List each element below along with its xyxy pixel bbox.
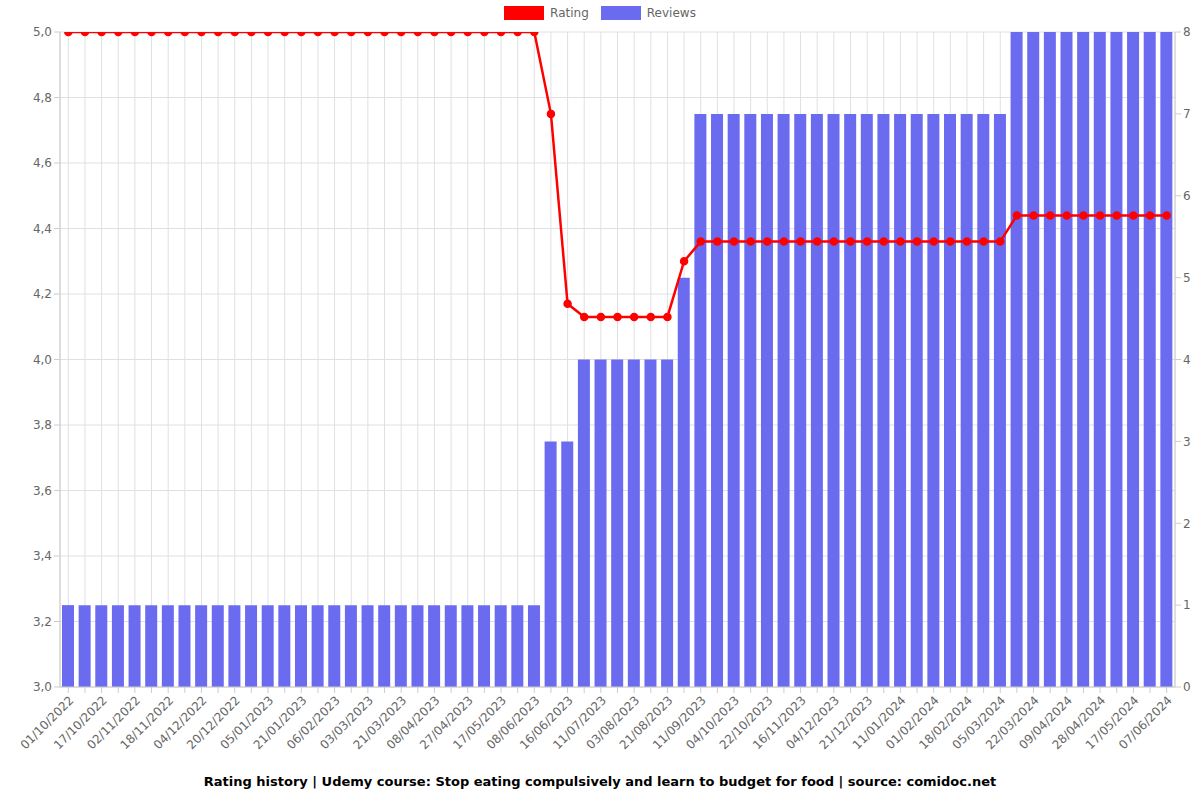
svg-text:08/04/2023: 08/04/2023 [383,693,443,753]
svg-text:17/05/2023: 17/05/2023 [450,693,510,753]
svg-text:01/10/2022: 01/10/2022 [17,693,77,753]
svg-text:16/11/2023: 16/11/2023 [749,693,809,753]
svg-text:2: 2 [1183,517,1191,531]
svg-text:01/02/2024: 01/02/2024 [883,693,942,753]
svg-text:4,2: 4,2 [33,287,52,301]
svg-text:05/03/2024: 05/03/2024 [949,693,1009,753]
svg-text:4,8: 4,8 [33,91,52,105]
svg-text:3,4: 3,4 [33,549,52,563]
svg-text:17/10/2022: 17/10/2022 [50,693,110,753]
svg-text:16/06/2023: 16/06/2023 [516,693,576,753]
svg-text:4,0: 4,0 [33,353,52,367]
svg-text:04/10/2023: 04/10/2023 [683,693,743,753]
svg-text:21/12/2023: 21/12/2023 [816,693,876,753]
svg-text:5: 5 [1183,271,1191,285]
svg-text:3,6: 3,6 [33,484,52,498]
svg-text:28/04/2024: 28/04/2024 [1049,693,1109,753]
svg-text:18/11/2022: 18/11/2022 [117,693,177,753]
html-text:Reviews: Reviews [646,6,696,20]
svg-text:0: 0 [1183,680,1191,694]
svg-text:27/04/2023: 27/04/2023 [417,693,476,753]
svg-text:20/12/2022: 20/12/2022 [184,693,243,753]
svg-text:3,0: 3,0 [33,680,52,694]
svg-text:18/02/2024: 18/02/2024 [916,693,976,753]
svg-text:7: 7 [1183,107,1191,121]
svg-text:03/03/2023: 03/03/2023 [317,693,376,753]
svg-text:17/05/2024: 17/05/2024 [1082,693,1142,753]
svg-text:6: 6 [1183,189,1191,203]
svg-text:22/10/2023: 22/10/2023 [716,693,776,753]
svg-text:4: 4 [1183,353,1191,367]
html-text:Rating: Rating [550,6,589,20]
svg-text:3,8: 3,8 [33,418,52,432]
svg-text:5,0: 5,0 [33,25,52,39]
svg-text:22/03/2024: 22/03/2024 [982,693,1042,753]
svg-text:09/04/2024: 09/04/2024 [1016,693,1075,753]
svg-text:1: 1 [1183,598,1191,612]
html-text:Rating history | Udemy course:: Rating history | Udemy course: Stop eati… [203,774,997,789]
svg-text:11/01/2024: 11/01/2024 [849,693,909,753]
svg-text:06/02/2023: 06/02/2023 [283,693,343,753]
svg-text:07/06/2024: 07/06/2024 [1116,693,1175,752]
svg-text:05/01/2023: 05/01/2023 [217,693,277,753]
svg-text:21/01/2023: 21/01/2023 [250,693,310,753]
svg-text:21/03/2023: 21/03/2023 [350,693,410,753]
svg-text:11/07/2023: 11/07/2023 [550,693,609,753]
svg-text:21/08/2023: 21/08/2023 [616,693,676,753]
svg-text:11/09/2023: 11/09/2023 [650,693,709,753]
svg-text:4,6: 4,6 [33,156,52,170]
svg-text:02/11/2022: 02/11/2022 [84,693,143,753]
svg-text:08/06/2023: 08/06/2023 [483,693,543,753]
svg-text:3: 3 [1183,435,1191,449]
svg-text:03/08/2023: 03/08/2023 [583,693,643,753]
svg-text:8: 8 [1183,25,1191,39]
svg-text:04/12/2022: 04/12/2022 [150,693,210,753]
svg-text:04/12/2023: 04/12/2023 [783,693,842,753]
svg-text:3,2: 3,2 [33,615,52,629]
svg-text:4,4: 4,4 [33,222,52,236]
